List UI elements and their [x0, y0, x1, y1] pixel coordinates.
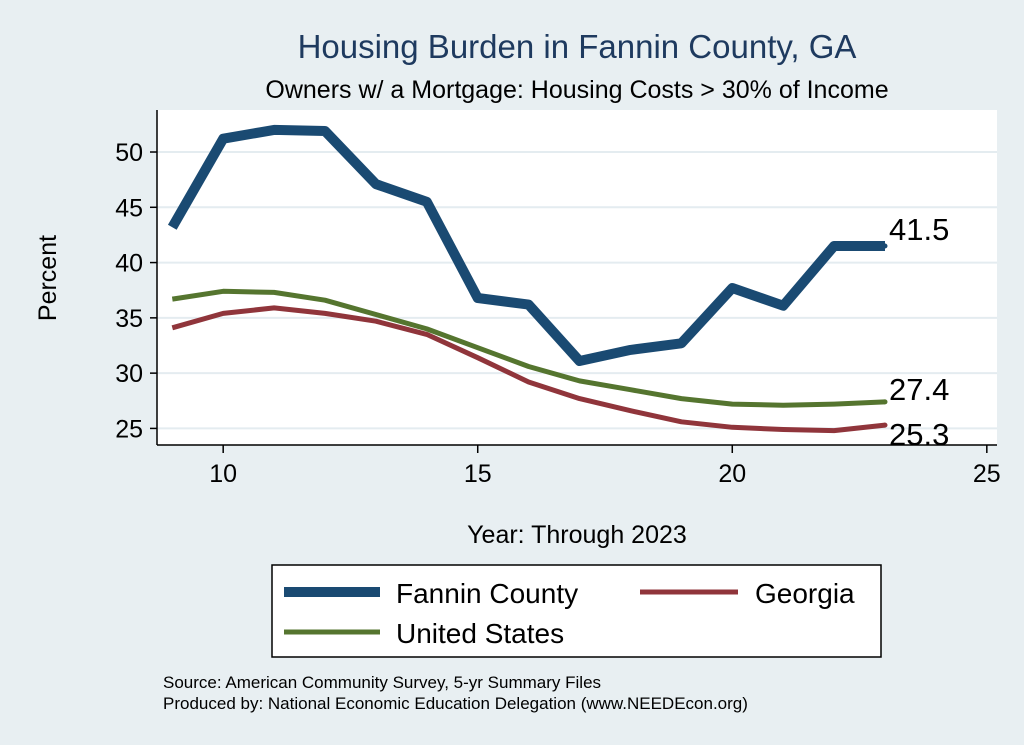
x-axis-title: Year: Through 2023 [467, 521, 687, 549]
end-point-georgia [882, 422, 888, 428]
end-label-fannin-county: 41.5 [889, 212, 949, 247]
y-tick-label: 45 [115, 194, 143, 222]
y-tick-label: 35 [115, 305, 143, 333]
end-label-georgia: 25.3 [889, 417, 949, 452]
end-point-united-states [882, 399, 888, 405]
legend-label-fannin-county: Fannin County [396, 578, 578, 609]
x-tick-label: 10 [209, 460, 237, 488]
y-tick-label: 30 [115, 360, 143, 388]
legend [271, 564, 882, 658]
y-axis-title: Percent [34, 235, 62, 321]
y-tick-label: 40 [115, 250, 143, 278]
plot-area [157, 110, 997, 445]
chart-title: Housing Burden in Fannin County, GA [298, 28, 857, 65]
series-line-fannin-county [167, 124, 885, 366]
x-tick-label: 15 [464, 460, 492, 488]
end-labels: 41.5 25.3 27.4 [889, 212, 949, 452]
legend-items: Fannin County Georgia United States [284, 578, 855, 649]
legend-label-united-states: United States [396, 618, 564, 649]
chart-subtitle: Owners w/ a Mortgage: Housing Costs > 30… [265, 76, 888, 104]
y-tick-label: 50 [115, 139, 143, 167]
series-line-georgia [171, 305, 886, 434]
legend-label-georgia: Georgia [755, 578, 855, 609]
series-line-united-states [171, 288, 886, 408]
end-point-fannin-county [882, 243, 888, 249]
series-lines [167, 124, 888, 434]
source-line-2: Produced by: National Economic Education… [163, 694, 748, 713]
x-tick-label: 25 [973, 460, 1001, 488]
x-tick-label: 20 [718, 460, 746, 488]
y-tick-label: 25 [115, 415, 143, 443]
end-label-united-states: 27.4 [889, 372, 949, 407]
source-line-1: Source: American Community Survey, 5-yr … [163, 673, 601, 692]
axes: 25 30 35 40 45 50 10 15 20 25 [115, 110, 1001, 488]
